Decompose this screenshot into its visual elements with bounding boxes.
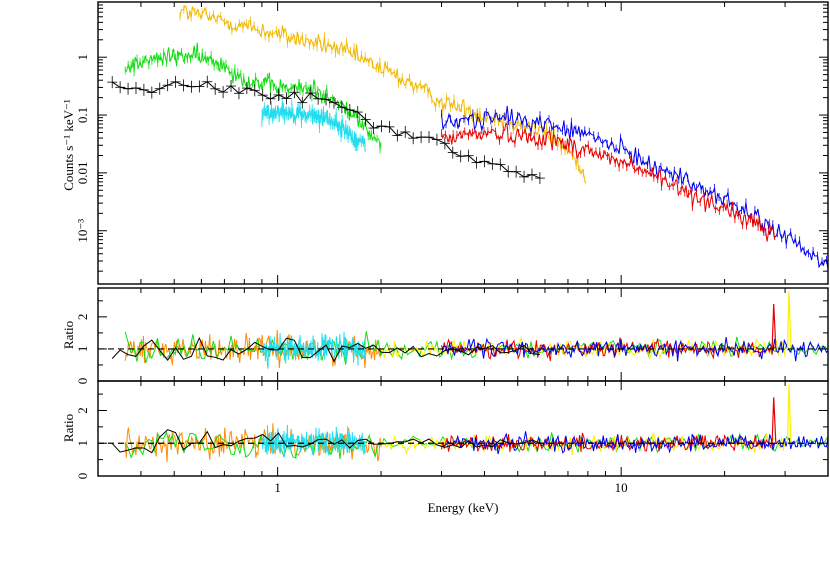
y-tick-label: 1 (75, 346, 90, 353)
y-tick-label: 0.01 (75, 162, 90, 185)
plot-area (111, 291, 828, 369)
x-tick-label: 1 (274, 480, 281, 495)
series-blue (441, 431, 828, 455)
series-black (111, 336, 540, 363)
series-red-spike (771, 397, 777, 444)
series-yellow-spike (786, 291, 792, 349)
y-tick-label: 0.1 (75, 107, 90, 123)
spectrum-panel: 1 0.1 0.01 10⁻³ (75, 1, 829, 285)
series-blue (441, 105, 828, 270)
ratio-panel-upper: 0 1 2 (75, 287, 829, 385)
x-axis-title: Energy (keV) (428, 500, 499, 515)
y-tick-label: 1 (75, 440, 90, 447)
series-gold (179, 4, 587, 184)
plot-area (107, 4, 828, 270)
series-green (124, 42, 382, 150)
y-tick-label: 1 (75, 54, 90, 61)
series-yellow (380, 337, 786, 361)
y-tick-label: 0 (75, 378, 90, 385)
panel-frame (97, 287, 829, 382)
y-tick-label: 0 (75, 473, 90, 480)
y-axis-title-spectrum: Counts s⁻¹ keV⁻¹ (61, 99, 76, 191)
series-blue (441, 337, 828, 362)
series-red-spike (771, 304, 777, 349)
y-tick-label: 10⁻³ (75, 219, 90, 243)
x-tick-label: 10 (615, 480, 628, 495)
series-cyan (261, 331, 366, 369)
plot-area (111, 384, 828, 462)
y-axis-title-ratio-lower: Ratio (61, 414, 76, 442)
panel-frame (97, 380, 829, 477)
y-tick-label: 2 (75, 407, 90, 414)
series-red (441, 122, 776, 242)
series-black (111, 429, 541, 454)
y-axis-title-ratio-upper: Ratio (61, 321, 76, 349)
series-yellow-spike (786, 384, 792, 444)
panel-frame (97, 1, 829, 285)
series-cyan (261, 424, 366, 458)
ratio-panel-lower: 0 1 2 1 10 (75, 380, 829, 495)
y-tick-label: 2 (75, 314, 90, 321)
